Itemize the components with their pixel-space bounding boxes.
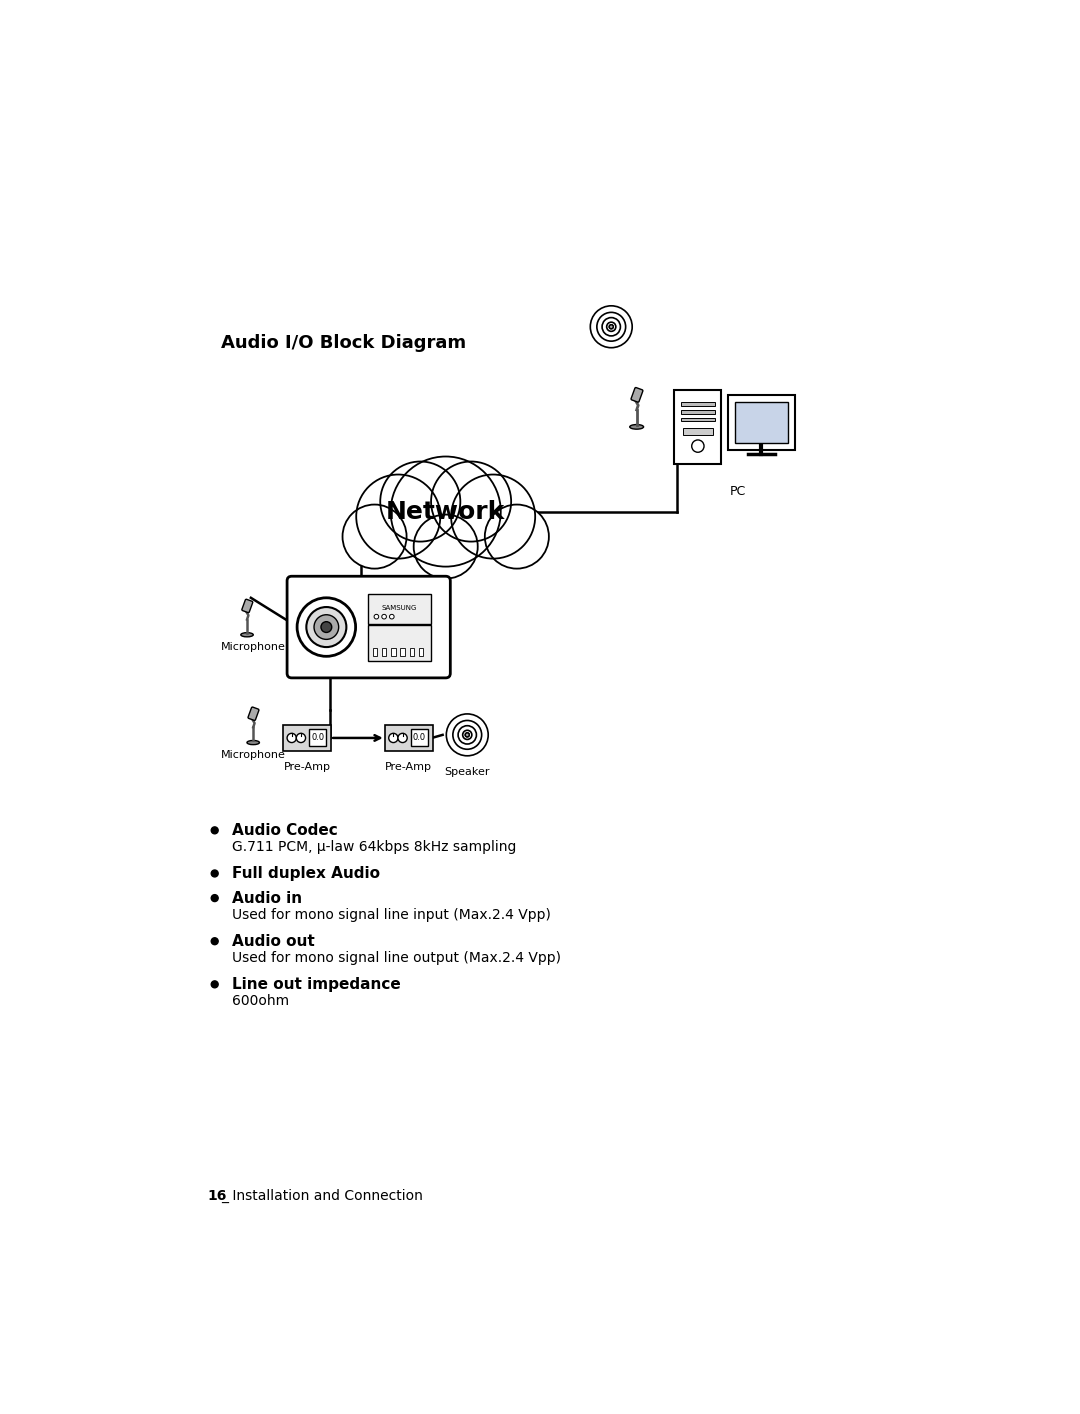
FancyBboxPatch shape xyxy=(287,577,450,677)
Text: 16: 16 xyxy=(207,1189,227,1203)
Text: Line out impedance: Line out impedance xyxy=(231,977,401,991)
FancyBboxPatch shape xyxy=(368,625,431,660)
Circle shape xyxy=(414,515,477,578)
Circle shape xyxy=(382,614,387,619)
Circle shape xyxy=(287,734,296,742)
Circle shape xyxy=(380,461,460,542)
Text: Network: Network xyxy=(386,499,505,523)
Circle shape xyxy=(212,895,218,902)
Text: Pre-Amp: Pre-Amp xyxy=(386,762,432,772)
Text: Used for mono signal line output (Max.2.4 Vpp): Used for mono signal line output (Max.2.… xyxy=(231,952,561,966)
Circle shape xyxy=(356,475,441,559)
Circle shape xyxy=(591,305,632,348)
Circle shape xyxy=(212,981,218,988)
FancyBboxPatch shape xyxy=(411,730,428,747)
Circle shape xyxy=(446,714,488,756)
FancyBboxPatch shape xyxy=(674,390,721,464)
FancyBboxPatch shape xyxy=(680,410,715,414)
Circle shape xyxy=(451,475,536,559)
Text: Microphone: Microphone xyxy=(220,642,286,652)
Text: Audio Codec: Audio Codec xyxy=(231,823,337,839)
Text: 0.0: 0.0 xyxy=(413,734,427,742)
Circle shape xyxy=(307,607,347,648)
Circle shape xyxy=(314,615,339,639)
Circle shape xyxy=(390,614,394,619)
Text: SAMSUNG: SAMSUNG xyxy=(382,605,417,611)
Circle shape xyxy=(297,598,355,656)
Circle shape xyxy=(342,505,406,568)
FancyBboxPatch shape xyxy=(680,417,715,421)
FancyBboxPatch shape xyxy=(373,648,377,656)
FancyBboxPatch shape xyxy=(382,648,387,656)
Text: Audio in: Audio in xyxy=(231,891,301,905)
Circle shape xyxy=(321,622,332,632)
FancyBboxPatch shape xyxy=(409,648,414,656)
Circle shape xyxy=(431,461,511,542)
Text: Speaker: Speaker xyxy=(445,768,490,778)
Circle shape xyxy=(391,457,501,567)
FancyBboxPatch shape xyxy=(631,387,643,402)
FancyBboxPatch shape xyxy=(680,402,715,406)
FancyBboxPatch shape xyxy=(242,600,253,612)
Circle shape xyxy=(602,318,620,337)
Text: Pre-Amp: Pre-Amp xyxy=(284,762,330,772)
Circle shape xyxy=(453,721,482,749)
Text: Audio I/O Block Diagram: Audio I/O Block Diagram xyxy=(220,335,465,352)
Text: _ Installation and Connection: _ Installation and Connection xyxy=(220,1189,422,1203)
FancyBboxPatch shape xyxy=(391,648,395,656)
FancyBboxPatch shape xyxy=(368,594,431,625)
Text: Full duplex Audio: Full duplex Audio xyxy=(231,865,380,881)
Circle shape xyxy=(465,732,469,737)
Circle shape xyxy=(397,734,407,742)
Ellipse shape xyxy=(630,424,644,430)
Circle shape xyxy=(462,730,472,740)
Circle shape xyxy=(465,732,469,737)
Circle shape xyxy=(607,322,616,331)
Circle shape xyxy=(609,325,613,328)
Ellipse shape xyxy=(247,741,259,745)
Text: 0.0: 0.0 xyxy=(311,734,324,742)
Ellipse shape xyxy=(241,632,254,636)
FancyBboxPatch shape xyxy=(248,707,259,721)
Text: Used for mono signal line input (Max.2.4 Vpp): Used for mono signal line input (Max.2.4… xyxy=(231,908,551,922)
Text: PC: PC xyxy=(730,485,746,498)
Circle shape xyxy=(212,827,218,834)
FancyBboxPatch shape xyxy=(683,428,713,434)
Text: G.711 PCM, μ-law 64kbps 8kHz sampling: G.711 PCM, μ-law 64kbps 8kHz sampling xyxy=(231,840,516,854)
FancyBboxPatch shape xyxy=(419,648,423,656)
Circle shape xyxy=(212,937,218,945)
FancyBboxPatch shape xyxy=(401,648,405,656)
Text: Microphone: Microphone xyxy=(220,751,286,761)
Circle shape xyxy=(389,734,397,742)
Circle shape xyxy=(458,725,476,744)
FancyBboxPatch shape xyxy=(735,402,787,443)
Circle shape xyxy=(296,734,306,742)
FancyBboxPatch shape xyxy=(384,725,433,751)
FancyBboxPatch shape xyxy=(309,730,326,747)
Circle shape xyxy=(212,870,218,877)
Circle shape xyxy=(597,312,625,341)
Circle shape xyxy=(691,440,704,452)
Text: 600ohm: 600ohm xyxy=(231,994,288,1008)
Circle shape xyxy=(485,505,549,568)
FancyBboxPatch shape xyxy=(728,396,795,450)
Circle shape xyxy=(609,325,613,328)
FancyBboxPatch shape xyxy=(283,725,330,751)
Circle shape xyxy=(374,614,379,619)
Text: Audio out: Audio out xyxy=(231,933,314,949)
